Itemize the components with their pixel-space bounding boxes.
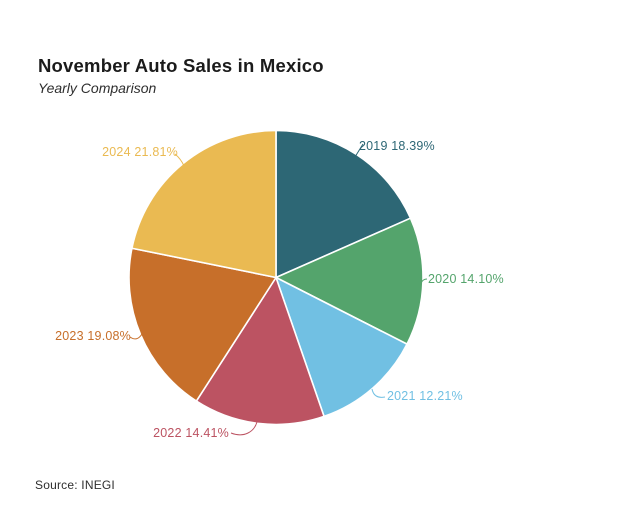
slice-label-2024: 2024 21.81% [102, 145, 178, 159]
pie-slices-group [128, 129, 424, 426]
leader-lines-group [129, 143, 428, 436]
leader-line-2019 [354, 143, 364, 158]
source-text: Source: INEGI [35, 478, 115, 492]
leader-line-2021 [371, 388, 386, 398]
leader-line-2020 [420, 278, 428, 284]
slice-labels-group: 2019 18.39% 2020 14.10% 2021 12.21% 2022 14… [55, 139, 504, 440]
pie-slice-2023[interactable] [128, 247, 277, 402]
slice-label-2021: 2021 12.21% [387, 389, 463, 403]
slice-label-2020: 2020 14.10% [428, 272, 504, 286]
leader-line-2023 [129, 333, 143, 340]
leader-line-2024 [174, 153, 185, 167]
leader-line-2022 [230, 421, 258, 436]
pie-slice-2021[interactable] [275, 276, 408, 418]
page-subtitle: Yearly Comparison [38, 80, 157, 96]
pie-slice-2020[interactable] [275, 217, 424, 345]
page-title: November Auto Sales in Mexico [38, 55, 324, 76]
slice-label-2019: 2019 18.39% [359, 139, 435, 153]
pie-slice-2022[interactable] [195, 276, 325, 426]
slice-label-2023: 2023 19.08% [55, 329, 131, 343]
slice-label-2022: 2022 14.41% [153, 426, 229, 440]
